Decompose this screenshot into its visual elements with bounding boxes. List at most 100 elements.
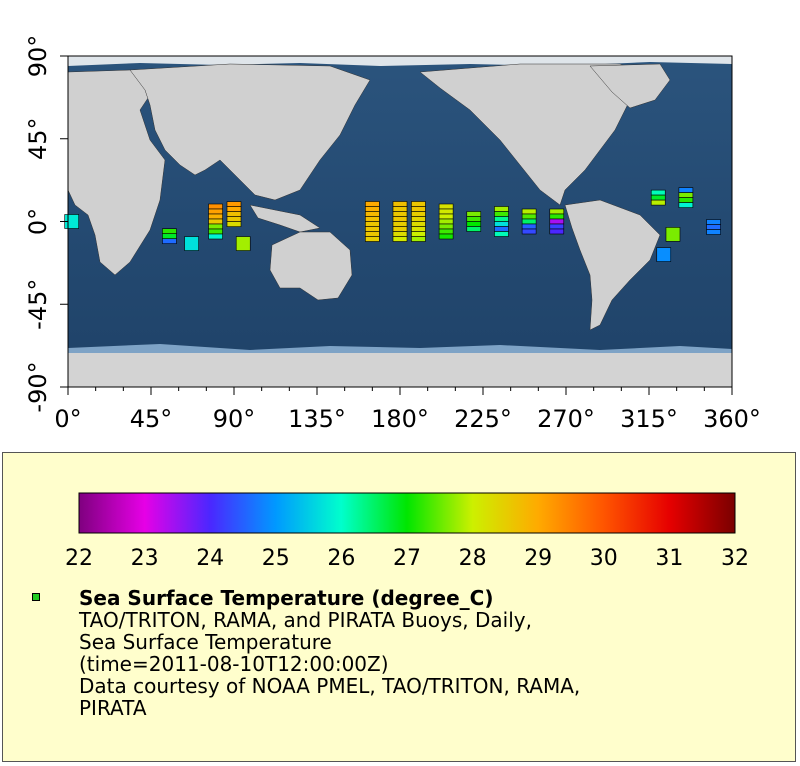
- buoy-depth-cell: [226, 201, 242, 207]
- buoy-depth-cell: [678, 202, 694, 208]
- legend-line: PIRATA: [79, 696, 147, 720]
- greenland-landmass: [589, 63, 671, 109]
- buoy-marker: [521, 208, 537, 235]
- colorbar-gradient: [78, 492, 736, 534]
- buoy-depth-cell: [411, 201, 426, 207]
- legend-text: Sea Surface Temperature (degree_C) TAO/T…: [79, 587, 779, 719]
- buoy-depth-cell: [365, 216, 380, 222]
- buoy-depth-cell: [706, 229, 721, 235]
- buoy-depth-cell: [438, 208, 454, 215]
- buoy-marker: [226, 201, 242, 227]
- buoy-depth-cell: [411, 211, 426, 217]
- buoy-depth-cell: [392, 206, 408, 212]
- colorbar-label: 28: [459, 546, 487, 571]
- buoy-depth-cell: [521, 213, 537, 220]
- buoy-depth-cell: [521, 218, 537, 225]
- buoy-depth-cell: [235, 236, 251, 251]
- buoy-depth-cell: [365, 231, 380, 237]
- buoy-depth-cell: [466, 221, 482, 227]
- buoy-marker: [466, 211, 482, 232]
- colorbar-label: 22: [65, 546, 93, 571]
- colorbar-label: 30: [590, 546, 618, 571]
- buoy-depth-cell: [706, 224, 721, 230]
- buoy-depth-cell: [466, 216, 482, 222]
- buoy-depth-cell: [365, 236, 380, 242]
- colorbar-label: 29: [524, 546, 552, 571]
- x-tick-label: 45°: [130, 405, 173, 433]
- buoy-depth-cell: [365, 221, 380, 227]
- buoy-depth-cell: [438, 203, 454, 210]
- x-tick-label: 270°: [537, 405, 595, 433]
- buoy-depth-cell: [656, 247, 672, 262]
- buoy-marker: [665, 227, 681, 242]
- indonesia-islands: [249, 204, 321, 233]
- buoy-depth-cell: [494, 216, 509, 222]
- buoy-depth-cell: [208, 208, 223, 215]
- antarctic-shelf: [68, 344, 732, 353]
- buoy-marker: [365, 201, 380, 242]
- buoy-depth-cell: [466, 226, 482, 232]
- buoy-depth-cell: [549, 218, 565, 225]
- buoy-depth-cell: [494, 221, 509, 227]
- buoy-marker: [162, 228, 177, 245]
- buoy-depth-cell: [411, 231, 426, 237]
- buoy-marker: [208, 203, 223, 240]
- buoy-depth-cell: [392, 231, 408, 237]
- buoy-depth-cell: [521, 208, 537, 215]
- colorbar-label: 27: [393, 546, 421, 571]
- antarctica-landmass: [68, 352, 732, 387]
- buoy-marker: [411, 201, 426, 242]
- buoy-depth-cell: [494, 226, 509, 232]
- arctic-ice: [68, 56, 732, 66]
- buoy-depth-cell: [466, 211, 482, 217]
- colorbar-label: 26: [327, 546, 355, 571]
- buoy-marker: [494, 206, 509, 237]
- buoy-depth-cell: [521, 223, 537, 230]
- buoy-depth-cell: [650, 189, 666, 196]
- buoy-depth-cell: [650, 199, 666, 206]
- y-tick-label: 0°: [24, 208, 52, 235]
- colorbar-label: 23: [131, 546, 159, 571]
- buoy-marker: [549, 208, 565, 235]
- buoy-depth-cell: [411, 226, 426, 232]
- buoy-depth-cell: [162, 228, 177, 235]
- buoy-depth-cell: [494, 206, 509, 212]
- buoy-markers: [64, 187, 721, 262]
- buoy-depth-cell: [411, 216, 426, 222]
- buoy-depth-cell: [365, 211, 380, 217]
- world-map: 0° 45° 90° 135° 180° 225° 270° 315° 360° 90° 45° 0°…: [24, 35, 761, 433]
- x-tick-label: 225°: [454, 405, 512, 433]
- buoy-depth-cell: [226, 206, 242, 212]
- buoy-depth-cell: [365, 201, 380, 207]
- buoy-marker: [438, 203, 454, 240]
- buoy-depth-cell: [184, 236, 199, 251]
- y-tick-label: 90°: [24, 35, 52, 78]
- buoy-marker: [392, 201, 408, 242]
- buoy-depth-cell: [678, 197, 694, 203]
- buoy-depth-cell: [549, 213, 565, 220]
- buoy-depth-cell: [365, 206, 380, 212]
- x-tick-label: 90°: [213, 405, 256, 433]
- buoy-depth-cell: [392, 226, 408, 232]
- colorbar-ticks: 22 23 24 25 26 27 28 29 30 31 32: [65, 546, 749, 571]
- buoy-depth-cell: [411, 221, 426, 227]
- legend-swatch: [32, 593, 40, 601]
- buoy-depth-cell: [226, 221, 242, 227]
- buoy-depth-cell: [438, 228, 454, 235]
- legend-line: (time=2011-08-10T12:00:00Z): [79, 652, 389, 676]
- colorbar: 22 23 24 25 26 27 28 29 30 31 32: [65, 492, 749, 571]
- buoy-depth-cell: [438, 218, 454, 225]
- colorbar-label: 24: [196, 546, 224, 571]
- buoy-depth-cell: [162, 238, 177, 245]
- buoy-depth-cell: [392, 211, 408, 217]
- buoy-marker: [184, 236, 199, 251]
- map-axes: 0° 45° 90° 135° 180° 225° 270° 315° 360° 90° 45° 0°…: [24, 35, 761, 433]
- buoy-depth-cell: [208, 203, 223, 210]
- buoy-depth-cell: [208, 218, 223, 225]
- legend-line: Data courtesy of NOAA PMEL, TAO/TRITON, …: [79, 674, 581, 698]
- buoy-depth-cell: [678, 192, 694, 198]
- colorbar-label: 31: [655, 546, 683, 571]
- legend-panel: 22 23 24 25 26 27 28 29 30 31 32 Sea Surface Tempe…: [2, 452, 796, 762]
- australia-landmass: [269, 231, 353, 301]
- colorbar-label: 25: [262, 546, 290, 571]
